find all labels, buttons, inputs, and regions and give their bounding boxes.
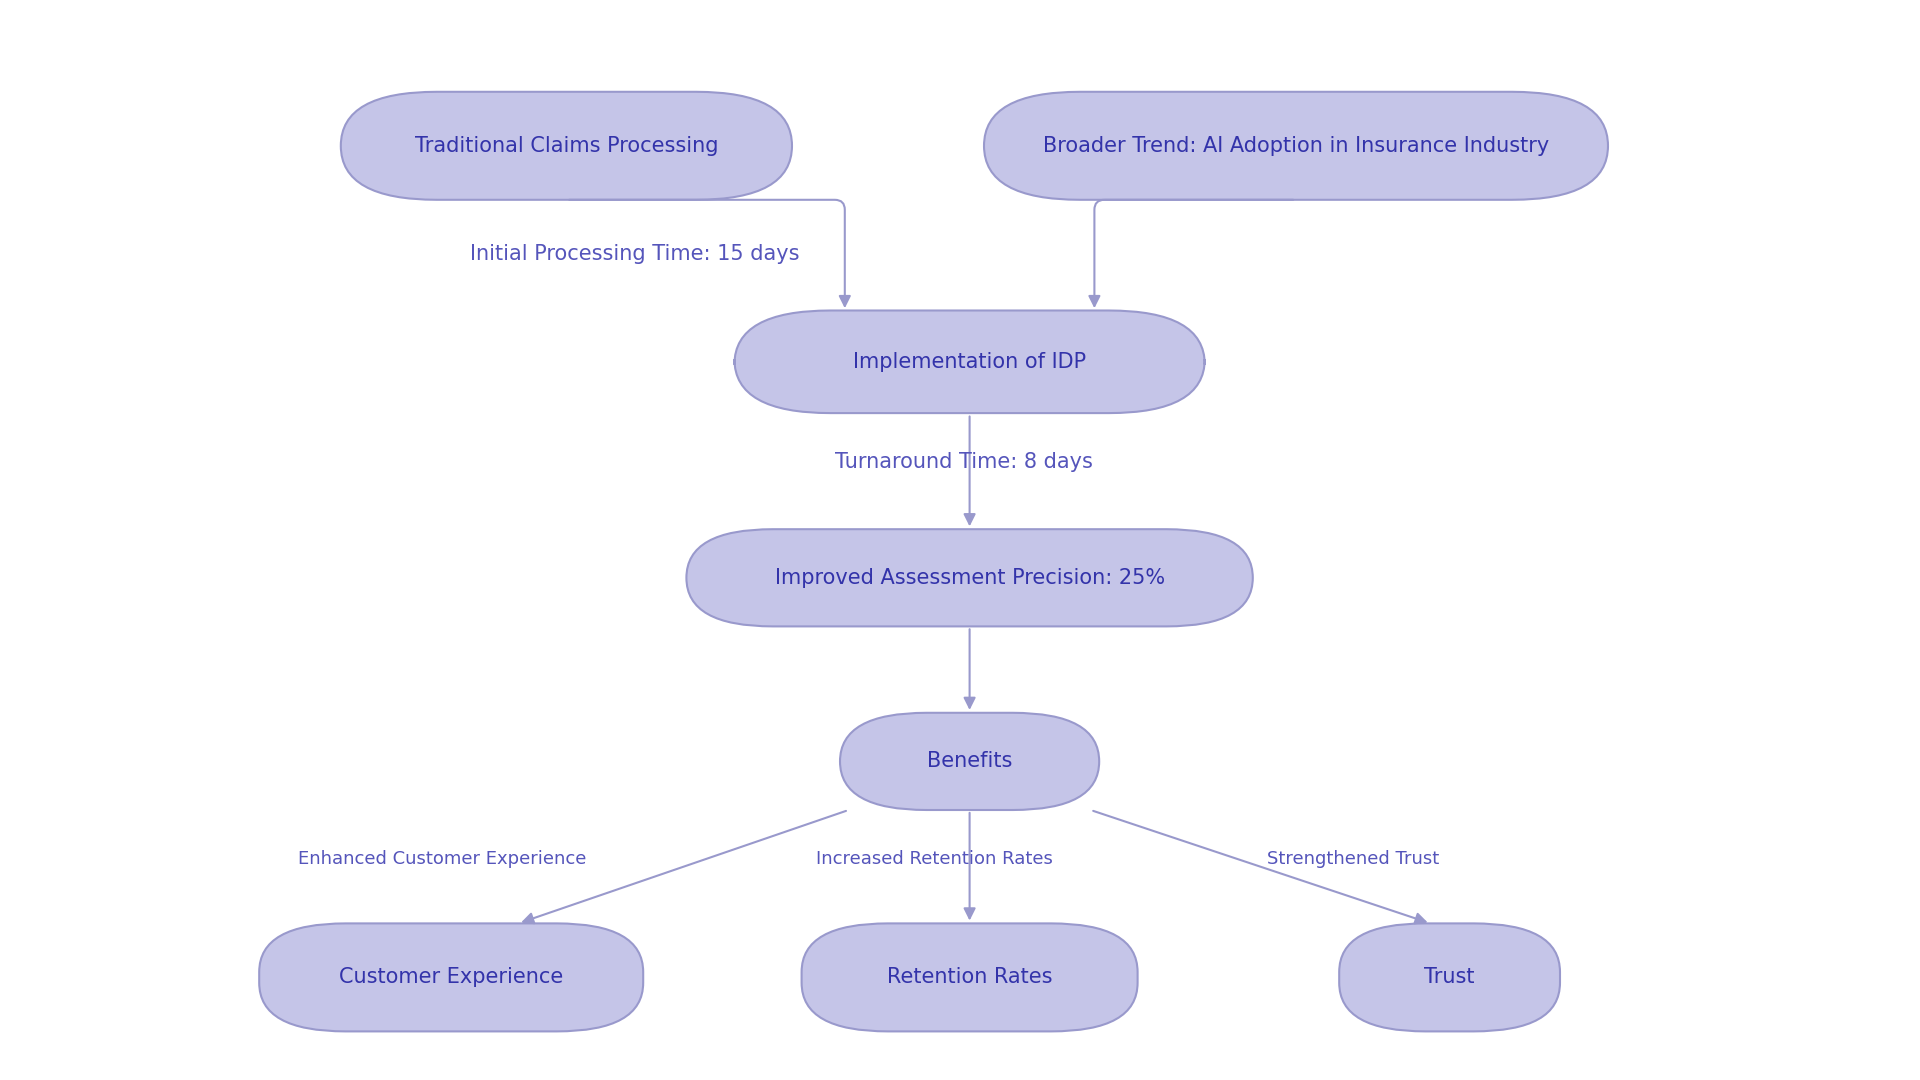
Text: Customer Experience: Customer Experience bbox=[340, 968, 563, 987]
FancyBboxPatch shape bbox=[733, 311, 1206, 413]
Text: Turnaround Time: 8 days: Turnaround Time: 8 days bbox=[835, 453, 1092, 472]
FancyBboxPatch shape bbox=[841, 713, 1098, 810]
FancyBboxPatch shape bbox=[801, 923, 1137, 1031]
Text: Improved Assessment Precision: 25%: Improved Assessment Precision: 25% bbox=[774, 568, 1165, 588]
FancyBboxPatch shape bbox=[687, 529, 1254, 626]
Text: Implementation of IDP: Implementation of IDP bbox=[852, 352, 1087, 372]
Text: Retention Rates: Retention Rates bbox=[887, 968, 1052, 987]
FancyBboxPatch shape bbox=[340, 92, 791, 200]
Text: Strengthened Trust: Strengthened Trust bbox=[1267, 850, 1440, 867]
Text: Increased Retention Rates: Increased Retention Rates bbox=[816, 850, 1052, 867]
Text: Benefits: Benefits bbox=[927, 752, 1012, 771]
FancyBboxPatch shape bbox=[985, 92, 1609, 200]
Text: Broader Trend: AI Adoption in Insurance Industry: Broader Trend: AI Adoption in Insurance … bbox=[1043, 136, 1549, 156]
Text: Traditional Claims Processing: Traditional Claims Processing bbox=[415, 136, 718, 156]
Text: Enhanced Customer Experience: Enhanced Customer Experience bbox=[298, 850, 586, 867]
Text: Initial Processing Time: 15 days: Initial Processing Time: 15 days bbox=[470, 244, 801, 264]
FancyBboxPatch shape bbox=[1340, 923, 1559, 1031]
Text: Trust: Trust bbox=[1425, 968, 1475, 987]
FancyBboxPatch shape bbox=[259, 923, 643, 1031]
